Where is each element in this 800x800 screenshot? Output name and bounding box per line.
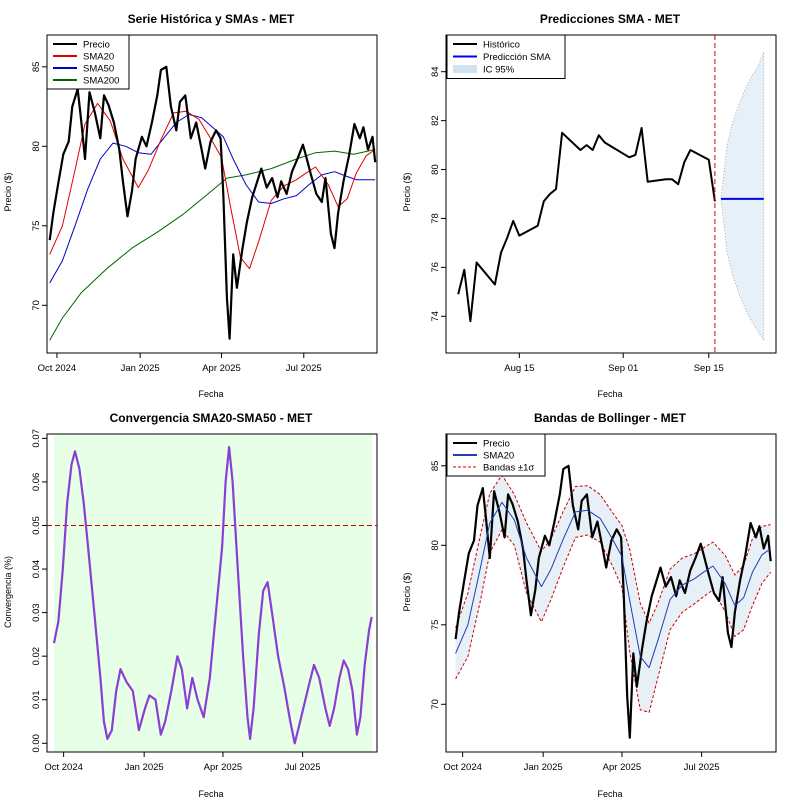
history-y-tick-label: 70 (31, 300, 42, 311)
convergence-chart-panel: Convergencia SMA20-SMA50 - MET Fecha Con… (3, 411, 378, 799)
history-series-sma50 (49, 114, 376, 284)
convergence-x-tick-label: Apr 2025 (204, 762, 243, 773)
prediction-x-tick-label: Sep 01 (608, 363, 638, 374)
prediction-historical-line (457, 127, 716, 323)
convergence-y-tick-label: 0.01 (31, 690, 42, 709)
convergence-y-tick-label: 0.06 (31, 473, 42, 492)
bollinger-band-fill (455, 475, 771, 713)
history-y-tick-label: 75 (31, 221, 42, 232)
prediction-y-tick-label: 80 (430, 164, 441, 175)
prediction-y-tick-label: 78 (430, 213, 441, 224)
prediction-legend-label: Histórico (483, 40, 520, 51)
history-legend-label: SMA200 (83, 76, 119, 87)
bollinger-y-tick-label: 85 (430, 461, 441, 472)
history-plot-frame (46, 34, 378, 354)
history-y-axis-label: Precio ($) (3, 172, 13, 211)
history-series-sma20 (49, 102, 376, 270)
bollinger-x-tick-label: Oct 2024 (443, 762, 482, 773)
convergence-y-tick-label: 0.04 (31, 560, 42, 579)
convergence-y-tick-label: 0.07 (31, 429, 42, 448)
history-x-axis-label: Fecha (198, 389, 223, 399)
prediction-x-tick-label: Aug 15 (504, 363, 534, 374)
history-series-precio (48, 65, 377, 340)
convergence-x-axis-label: Fecha (198, 789, 223, 799)
bollinger-legend-label: SMA20 (483, 451, 514, 462)
convergence-chart-title: Convergencia SMA20-SMA50 - MET (110, 411, 313, 425)
history-y-tick-label: 85 (31, 62, 42, 73)
history-legend-label: Precio (83, 40, 110, 51)
history-legend-label: SMA20 (83, 52, 114, 63)
prediction-chart-title: Predicciones SMA - MET (540, 12, 681, 26)
prediction-y-tick-label: 74 (430, 311, 441, 322)
history-y-tick-label: 80 (31, 141, 42, 152)
convergence-x-tick-label: Oct 2024 (44, 762, 83, 773)
convergence-y-tick-label: 0.05 (31, 516, 42, 535)
convergence-series-line (52, 446, 373, 745)
convergence-y-tick-label: 0.02 (31, 647, 42, 666)
convergence-y-tick-label: 0.03 (31, 603, 42, 622)
prediction-x-tick-label: Sep 15 (694, 363, 724, 374)
bollinger-y-tick-label: 70 (430, 699, 441, 710)
bollinger-legend-label: Precio (483, 439, 510, 450)
bollinger-legend-label: Bandas ±1σ (483, 463, 534, 474)
history-x-tick-label: Apr 2025 (202, 363, 241, 374)
prediction-legend-swatch (453, 65, 477, 73)
bollinger-chart-title: Bandas de Bollinger - MET (534, 411, 687, 425)
prediction-x-axis-label: Fecha (597, 389, 622, 399)
bollinger-upper-band (455, 474, 771, 629)
convergence-x-tick-label: Jan 2025 (125, 762, 164, 773)
history-legend-label: SMA50 (83, 64, 114, 75)
bollinger-chart-panel: Bandas de Bollinger - MET Fecha Precio (… (402, 411, 777, 799)
bollinger-x-tick-label: Jul 2025 (684, 762, 720, 773)
prediction-y-tick-label: 82 (430, 115, 441, 126)
history-chart-panel: Serie Histórica y SMAs - MET Fecha Preci… (3, 12, 378, 399)
bollinger-y-tick-label: 75 (430, 620, 441, 631)
convergence-x-tick-label: Jul 2025 (285, 762, 321, 773)
history-series-sma200 (49, 149, 376, 341)
history-x-tick-label: Jul 2025 (286, 363, 322, 374)
prediction-plot-frame (445, 34, 777, 354)
prediction-chart-panel: Predicciones SMA - MET Fecha Precio ($) … (402, 12, 777, 399)
bollinger-x-axis-label: Fecha (597, 789, 622, 799)
convergence-background-region (54, 434, 372, 752)
bollinger-sma20-line (455, 501, 771, 669)
convergence-plot-frame (46, 433, 378, 753)
bollinger-plot-frame (445, 433, 777, 753)
prediction-y-tick-label: 76 (430, 262, 441, 273)
history-x-tick-label: Oct 2024 (38, 363, 77, 374)
bollinger-x-tick-label: Jan 2025 (524, 762, 563, 773)
prediction-legend-label: Predicción SMA (483, 52, 551, 63)
history-chart-title: Serie Histórica y SMAs - MET (128, 12, 295, 26)
prediction-legend-label: IC 95% (483, 65, 515, 76)
history-x-tick-label: Jan 2025 (121, 363, 160, 374)
convergence-y-tick-label: 0.00 (31, 734, 42, 753)
bollinger-y-axis-label: Precio ($) (402, 572, 412, 611)
convergence-y-axis-label: Convergencia (%) (3, 556, 13, 628)
prediction-y-axis-label: Precio ($) (402, 172, 412, 211)
bollinger-x-tick-label: Apr 2025 (603, 762, 642, 773)
prediction-y-tick-label: 84 (430, 66, 441, 77)
prediction-confidence-band (720, 51, 765, 343)
bollinger-y-tick-label: 80 (430, 540, 441, 551)
